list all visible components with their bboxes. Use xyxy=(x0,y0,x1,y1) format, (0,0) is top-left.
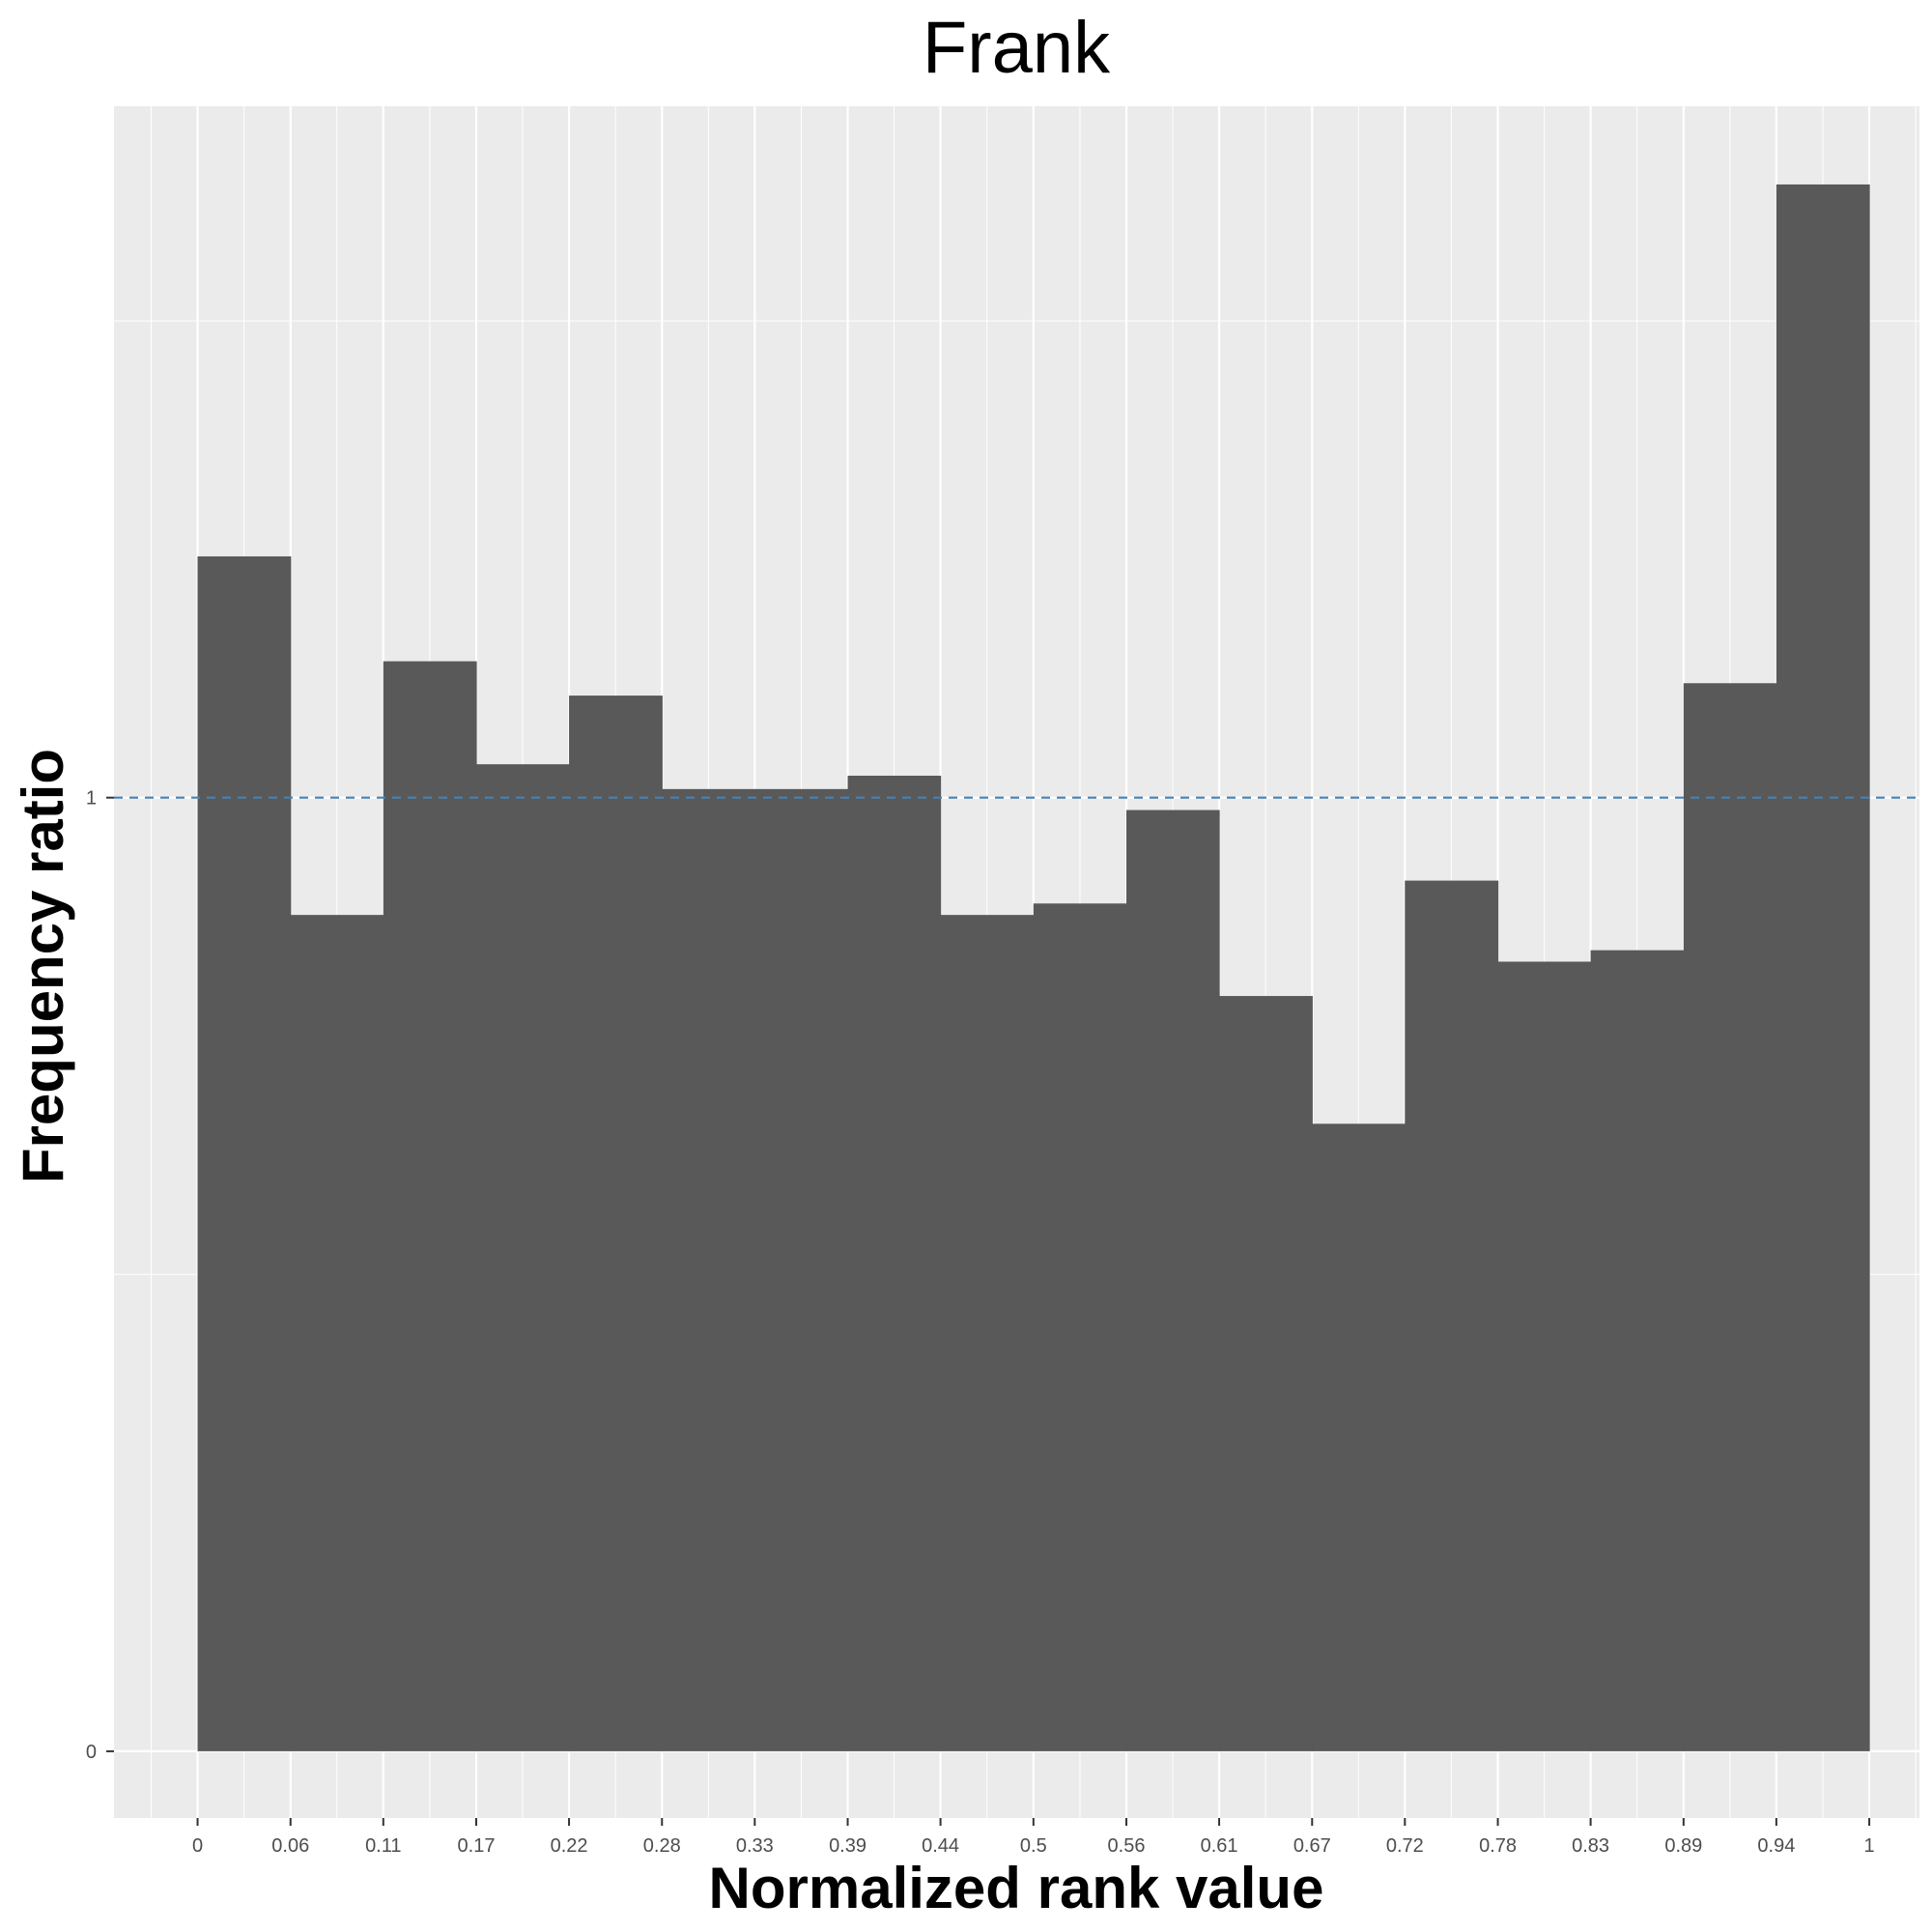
x-tick-label: 0.5 xyxy=(1020,1835,1047,1857)
x-axis-ticks: 0 0.06 0.11 0.17 0.22 0.28 0.33 0.39 0.44 0.5 0.56… xyxy=(192,1818,1875,1857)
x-tick-label: 0.39 xyxy=(829,1835,867,1857)
x-tick-label: 0.33 xyxy=(736,1835,774,1857)
x-tick-label: 0.06 xyxy=(271,1835,309,1857)
bar xyxy=(290,915,384,1751)
x-tick-label: 0 xyxy=(192,1835,203,1857)
bar xyxy=(197,555,292,1751)
bar xyxy=(1776,184,1870,1751)
x-tick-label: 0.78 xyxy=(1479,1835,1517,1857)
bar xyxy=(847,776,942,1751)
x-tick-label: 0.72 xyxy=(1386,1835,1424,1857)
bar xyxy=(383,661,477,1751)
bar xyxy=(940,915,1035,1751)
y-tick-label: 0 xyxy=(86,1742,97,1763)
bar xyxy=(476,764,570,1751)
x-tick-label: 0.89 xyxy=(1664,1835,1702,1857)
x-tick-label: 0.11 xyxy=(365,1835,401,1857)
chart-title: Frank xyxy=(923,7,1111,89)
bar xyxy=(1033,903,1127,1751)
x-tick-label: 1 xyxy=(1864,1835,1875,1857)
x-tick-label: 0.56 xyxy=(1108,1835,1146,1857)
bar xyxy=(1219,996,1313,1751)
bar xyxy=(1497,961,1592,1751)
bar xyxy=(1590,950,1685,1751)
y-axis-title: Frequency ratio xyxy=(11,749,75,1183)
y-axis-ticks: 01 xyxy=(86,788,114,1763)
bar xyxy=(1405,880,1499,1751)
bar xyxy=(662,788,755,1751)
x-tick-label: 0.22 xyxy=(551,1835,588,1857)
bar xyxy=(1312,1123,1406,1751)
bars xyxy=(197,184,1870,1751)
x-tick-label: 0.94 xyxy=(1757,1835,1795,1857)
x-tick-label: 0.83 xyxy=(1572,1835,1609,1857)
x-tick-label: 0.28 xyxy=(643,1835,681,1857)
y-tick-label: 1 xyxy=(86,788,97,810)
bar xyxy=(569,696,663,1751)
x-tick-label: 0.61 xyxy=(1201,1835,1238,1857)
x-tick-label: 0.44 xyxy=(922,1835,959,1857)
bar xyxy=(754,788,849,1751)
x-tick-label: 0.67 xyxy=(1293,1835,1331,1857)
x-tick-label: 0.17 xyxy=(458,1835,496,1857)
bar xyxy=(1683,683,1777,1751)
x-axis-title: Normalized rank value xyxy=(709,1856,1324,1920)
bar xyxy=(1126,810,1220,1751)
